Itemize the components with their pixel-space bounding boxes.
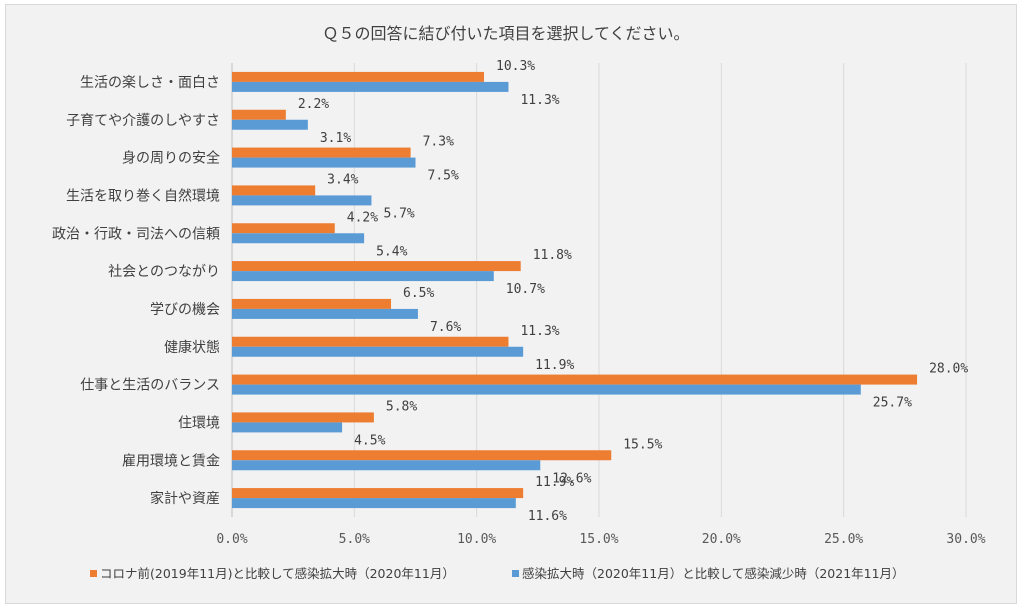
bar-series-1 <box>232 147 411 158</box>
data-label-series-1: 10.3% <box>496 59 535 74</box>
data-label-series-2: 11.6% <box>528 509 567 524</box>
bar-series-2 <box>232 460 541 471</box>
bar-series-2 <box>232 233 365 244</box>
bar-series-2 <box>232 157 416 168</box>
bar-series-1 <box>232 71 485 82</box>
bar-series-2 <box>232 81 509 92</box>
bar-series-2 <box>232 308 418 319</box>
category-label: 子育てや介護のしやすさ <box>66 113 220 129</box>
x-tick-label: 10.0% <box>457 532 496 547</box>
chart-frame: Ｑ５の回答に結び付いた項目を選択してください。 10.3% 11.3% 2.2% 3.… <box>5 4 1017 604</box>
data-label-series-1: 7.3% <box>423 135 454 150</box>
bar-series-2 <box>232 119 308 130</box>
data-label-series-2: 5.4% <box>376 244 407 259</box>
x-tick-label: 25.0% <box>824 532 863 547</box>
legend-label: コロナ前(2019年11月)と比較して感染拡大時（2020年11月） <box>100 566 455 581</box>
x-tick-label: 20.0% <box>702 532 741 547</box>
data-label-series-2: 12.6% <box>552 471 591 486</box>
bar-series-1 <box>232 374 918 385</box>
category-label: 雇用環境と賃金 <box>122 452 220 469</box>
x-tick-label: 0.0% <box>216 532 247 547</box>
data-label-series-2: 11.9% <box>535 358 574 373</box>
category-label: 仕事と生活のバランス <box>80 378 220 394</box>
category-label: 生活の楽しさ・面白さ <box>80 75 220 91</box>
bar-series-2 <box>232 346 524 357</box>
bars-group: 10.3% 11.3% 2.2% 3.1% 7.3% 7.5% 3.4% 5.7% 4.2% 5.… <box>232 59 968 524</box>
x-axis-ticks: 0.0% 5.0% 10.0% 15.0% 20.0% 25.0% 30.0% <box>216 532 985 547</box>
data-label-series-2: 5.7% <box>383 206 414 221</box>
data-label-series-2: 10.7% <box>506 282 545 297</box>
bar-series-1 <box>232 109 286 120</box>
bar-series-1 <box>232 488 524 499</box>
bar-series-1 <box>232 450 612 461</box>
bar-series-1 <box>232 261 521 272</box>
data-label-series-2: 7.6% <box>430 320 461 335</box>
category-labels: 生活の楽しさ・面白さ子育てや介護のしやすさ身の周りの安全生活を取り巻く自然環境政… <box>52 75 220 507</box>
bar-series-2 <box>232 422 343 433</box>
data-label-series-1: 3.4% <box>327 172 358 187</box>
bar-series-1 <box>232 185 316 196</box>
bar-series-2 <box>232 384 861 395</box>
category-label: 学びの機会 <box>150 302 220 318</box>
data-label-series-1: 4.2% <box>347 210 378 225</box>
category-label: 生活を取り巻く自然環境 <box>66 187 220 204</box>
x-tick-label: 30.0% <box>946 532 985 547</box>
legend-swatch <box>90 570 97 577</box>
x-tick-label: 15.0% <box>579 532 618 547</box>
data-label-series-1: 11.3% <box>520 324 559 339</box>
chart-title: Ｑ５の回答に結び付いた項目を選択してください。 <box>322 24 689 43</box>
category-label: 身の周りの安全 <box>122 150 220 167</box>
category-label: 住環境 <box>178 415 220 431</box>
bar-series-2 <box>232 195 372 206</box>
data-label-series-2: 11.3% <box>520 93 559 108</box>
data-label-series-2: 3.1% <box>320 131 351 146</box>
data-label-series-1: 11.8% <box>533 248 572 263</box>
data-label-series-1: 15.5% <box>623 437 662 452</box>
bar-chart: Ｑ５の回答に結び付いた項目を選択してください。 10.3% 11.3% 2.2% 3.… <box>52 24 986 581</box>
category-label: 社会とのつながり <box>108 264 220 280</box>
bar-series-1 <box>232 336 509 347</box>
data-label-series-1: 28.0% <box>929 362 968 377</box>
gridlines <box>231 63 967 517</box>
data-label-series-1: 5.8% <box>386 399 417 414</box>
bar-series-1 <box>232 298 392 309</box>
category-label: 政治・行政・司法への信頼 <box>52 226 220 242</box>
data-label-series-1: 6.5% <box>403 286 434 301</box>
bar-series-1 <box>232 412 374 423</box>
data-label-series-2: 25.7% <box>873 396 912 411</box>
x-tick-label: 5.0% <box>339 532 370 547</box>
bar-series-1 <box>232 223 335 234</box>
legend-label: 感染拡大時（2020年11月）と比較して感染減少時（2021年11月） <box>522 566 905 581</box>
category-label: 健康状態 <box>164 339 220 356</box>
category-label: 家計や資産 <box>150 490 220 507</box>
data-label-series-1: 2.2% <box>298 97 329 112</box>
data-label-series-1: 11.9% <box>535 475 574 490</box>
legend: コロナ前(2019年11月)と比較して感染拡大時（2020年11月） 感染拡大時（… <box>90 566 905 581</box>
bar-series-2 <box>232 271 494 282</box>
data-label-series-2: 7.5% <box>428 169 459 184</box>
data-label-series-2: 4.5% <box>354 433 385 448</box>
bar-series-2 <box>232 498 516 509</box>
legend-swatch <box>512 570 519 577</box>
